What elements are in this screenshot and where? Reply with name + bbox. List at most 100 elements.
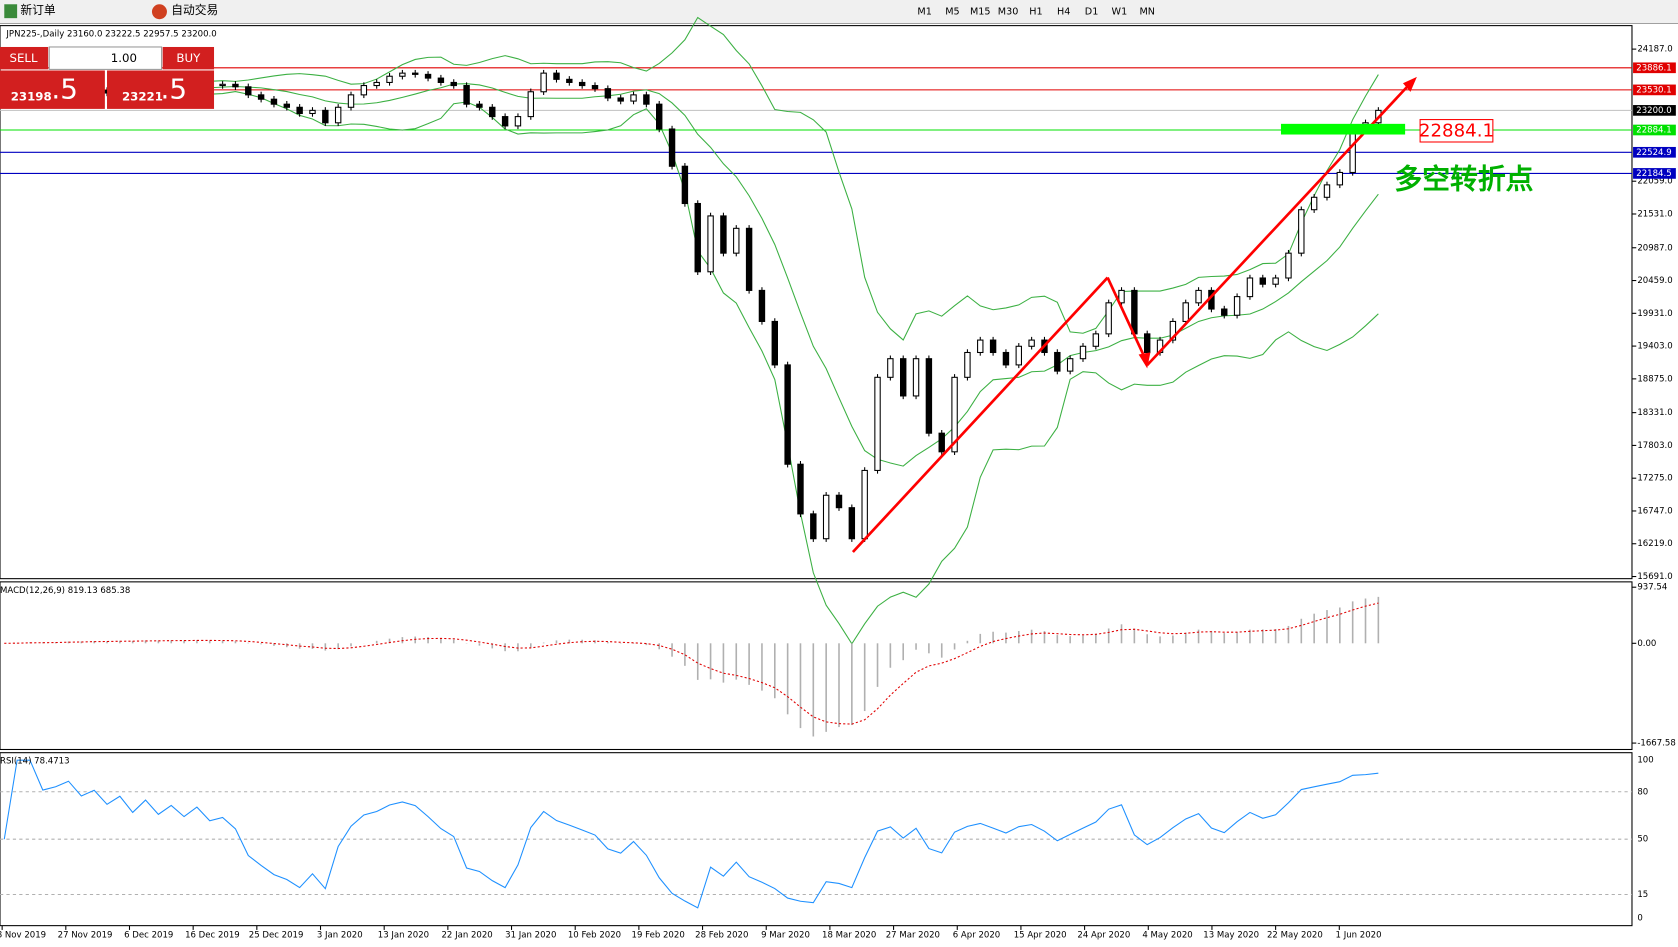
candle xyxy=(360,85,368,96)
candle xyxy=(309,109,316,115)
timeframe-button[interactable]: H4 xyxy=(1057,7,1070,18)
buy-button[interactable] xyxy=(162,46,215,70)
candle xyxy=(412,72,419,75)
lots-input[interactable] xyxy=(48,46,163,70)
candle xyxy=(1169,320,1177,341)
annotation-box xyxy=(1419,119,1494,143)
candle xyxy=(232,83,239,88)
candle xyxy=(296,106,303,115)
candle xyxy=(848,507,856,540)
auto-trade-icon[interactable] xyxy=(151,4,167,20)
candle xyxy=(219,83,226,87)
date-label: 6 Dec 2019 xyxy=(124,931,173,941)
candle xyxy=(1092,333,1100,347)
timeframe-button[interactable]: M30 xyxy=(998,7,1019,18)
candle xyxy=(591,85,599,90)
ask-box[interactable] xyxy=(107,70,215,109)
timeframe-button[interactable]: MN xyxy=(1139,7,1155,18)
date-label: 9 Mar 2020 xyxy=(761,931,810,941)
candle xyxy=(835,494,843,509)
candle xyxy=(630,94,637,102)
candle xyxy=(347,94,355,108)
sell-button[interactable] xyxy=(0,46,49,70)
price-tick-label: 22059.0 xyxy=(1637,177,1672,187)
candle xyxy=(1310,196,1318,211)
timeframes: M1 M5 M15 M30 H1 H4 D1 W1 MN xyxy=(917,7,1155,18)
arrow-head xyxy=(1402,76,1417,92)
candle xyxy=(1131,289,1138,335)
candle xyxy=(733,227,740,254)
bid-main: 23198 xyxy=(11,90,52,104)
candle xyxy=(887,358,894,378)
candle xyxy=(1143,333,1151,354)
rsi-tick-label: 15 xyxy=(1637,890,1648,900)
candle xyxy=(399,72,406,77)
candle xyxy=(450,81,457,87)
candle xyxy=(951,376,958,453)
timeframe-button[interactable]: M5 xyxy=(945,7,959,18)
candle xyxy=(899,358,907,397)
candle xyxy=(822,494,830,540)
candle xyxy=(578,81,586,87)
candle xyxy=(1221,308,1228,316)
timeframe-button[interactable]: H1 xyxy=(1029,7,1042,18)
candle xyxy=(1349,128,1356,173)
ask-main: 23221 xyxy=(122,90,163,104)
candle xyxy=(925,358,933,434)
new-order-icon[interactable] xyxy=(4,4,18,19)
timeframe-button[interactable]: M15 xyxy=(970,7,991,18)
timeframe-button[interactable]: W1 xyxy=(1112,7,1128,18)
candle xyxy=(720,215,727,254)
new-order-button[interactable]: 新订单 xyxy=(20,3,56,17)
candle xyxy=(334,106,342,124)
candle xyxy=(1182,302,1189,322)
buy-label[interactable]: BUY xyxy=(176,51,201,65)
candle xyxy=(758,289,766,322)
date-label: 24 Apr 2020 xyxy=(1077,931,1130,941)
main-chart: 24187.0 22059.0 21531.0 20987.0 20459.0 19931… xyxy=(0,16,1676,941)
date-label: 1 Jun 2020 xyxy=(1336,931,1382,941)
candle xyxy=(540,72,547,93)
candle xyxy=(514,116,522,127)
candle xyxy=(797,463,804,515)
candle xyxy=(1066,358,1074,372)
date-label: 31 Jan 2020 xyxy=(505,931,556,941)
candle xyxy=(989,339,997,354)
candle xyxy=(810,513,817,540)
candle xyxy=(656,103,663,130)
candle xyxy=(1336,171,1344,186)
price-tick-label: 16219.0 xyxy=(1637,539,1672,549)
auto-trade-button[interactable]: 自动交易 xyxy=(171,3,218,17)
candle xyxy=(527,91,535,118)
date-label: 27 Nov 2019 xyxy=(58,931,113,941)
macd-signal xyxy=(4,602,1379,725)
annotation-price: 22884.1 xyxy=(1419,120,1494,141)
price-level-tag xyxy=(1633,84,1676,96)
candle xyxy=(681,165,689,205)
price-level-label: 23886.1 xyxy=(1636,63,1671,73)
candle xyxy=(386,75,393,83)
price-tick-label: 19931.0 xyxy=(1637,309,1672,319)
ask-frac: .5 xyxy=(161,73,188,106)
candle xyxy=(668,128,676,167)
candle xyxy=(1118,289,1125,304)
price-level-tag xyxy=(1633,105,1676,116)
timeframe-button[interactable]: D1 xyxy=(1085,7,1099,18)
price-level-label: 23200.0 xyxy=(1636,106,1671,116)
candle xyxy=(1028,339,1035,347)
lots-value[interactable]: 1.00 xyxy=(111,51,137,65)
timeframe-button[interactable]: M1 xyxy=(917,7,931,18)
macd-panel xyxy=(0,581,1633,751)
price-tick-label: 16747.0 xyxy=(1637,506,1672,516)
candle xyxy=(1105,302,1112,335)
sell-label[interactable]: SELL xyxy=(10,51,38,65)
candle xyxy=(501,116,509,127)
candle xyxy=(1079,345,1087,360)
date-label: 10 Feb 2020 xyxy=(568,931,621,941)
date-label: 22 May 2020 xyxy=(1267,931,1323,941)
bid-box[interactable] xyxy=(0,70,105,109)
candle xyxy=(604,88,612,99)
candle xyxy=(771,320,779,366)
candle xyxy=(1015,345,1022,366)
price-tick-label: 21531.0 xyxy=(1637,209,1672,219)
